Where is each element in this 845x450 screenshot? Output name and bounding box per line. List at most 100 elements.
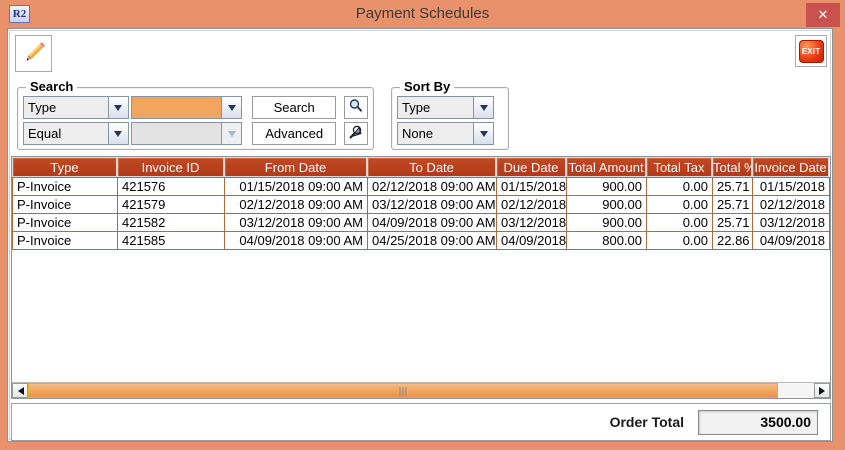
table-cell[interactable]: 03/12/2018 09:00 AM xyxy=(367,195,497,214)
gripper-icon xyxy=(399,387,407,396)
table-cell[interactable]: 900.00 xyxy=(566,213,647,232)
chevron-down-icon xyxy=(221,123,242,144)
column-header-invoice-date[interactable]: Invoice Date xyxy=(752,157,829,177)
table-header-row: Type Invoice ID From Date To Date Due Date To… xyxy=(12,157,829,177)
scroll-right-button[interactable] xyxy=(814,383,830,398)
column-header-invoice-id[interactable]: Invoice ID xyxy=(117,157,224,177)
arrow-right-icon xyxy=(818,386,829,395)
search-field-value: Type xyxy=(28,100,57,115)
search-button[interactable]: Search xyxy=(252,96,337,119)
table-cell[interactable]: 04/09/2018 xyxy=(752,231,830,250)
advanced-find-icon xyxy=(348,124,364,143)
title-bar[interactable]: R2 Payment Schedules ✕ xyxy=(0,0,845,28)
table-cell[interactable]: 0.00 xyxy=(646,213,713,232)
close-button[interactable]: ✕ xyxy=(806,3,840,27)
column-header-due-date[interactable]: Due Date xyxy=(496,157,566,177)
table-cell[interactable]: 421585 xyxy=(117,231,225,250)
sort-secondary-combo[interactable]: None xyxy=(397,122,494,145)
pencil-icon xyxy=(21,39,47,68)
scroll-left-button[interactable] xyxy=(12,383,28,398)
exit-button[interactable]: EXIT xyxy=(795,35,827,67)
table-cell[interactable]: 421582 xyxy=(117,213,225,232)
table-cell[interactable]: 04/09/2018 09:00 AM xyxy=(224,231,368,250)
edit-button[interactable] xyxy=(15,35,52,72)
table-cell[interactable]: 01/15/2018 xyxy=(496,177,567,196)
table-cell[interactable]: 800.00 xyxy=(566,231,647,250)
app-icon: R2 xyxy=(9,5,30,23)
column-header-total-[interactable]: Total % xyxy=(712,157,752,177)
table-cell[interactable]: 02/12/2018 09:00 AM xyxy=(224,195,368,214)
search-group: Search Type Search xyxy=(17,79,374,150)
payment-schedule-grid: Type Invoice ID From Date To Date Due Date To… xyxy=(11,156,831,399)
chevron-down-icon[interactable] xyxy=(473,123,493,144)
table-cell[interactable]: 01/15/2018 xyxy=(752,177,830,196)
table-cell[interactable]: 25.71 xyxy=(712,195,753,214)
table-cell[interactable]: 04/09/2018 09:00 AM xyxy=(367,213,497,232)
advanced-button[interactable]: Advanced xyxy=(252,122,337,145)
table-cell[interactable]: 04/09/2018 xyxy=(496,231,567,250)
table-cell[interactable]: P-Invoice xyxy=(12,195,118,214)
table-row[interactable]: P-Invoice 421585 04/09/2018 09:00 AM 04/25/… xyxy=(12,231,830,250)
table: P-Invoice 421576 01/15/2018 09:00 AM 02/12/… xyxy=(12,177,830,250)
table-cell[interactable]: 900.00 xyxy=(566,195,647,214)
search-value2-combo xyxy=(130,122,243,145)
search-field-combo[interactable]: Type xyxy=(23,96,129,119)
table-body: P-Invoice 421576 01/15/2018 09:00 AM 02/12/… xyxy=(12,177,830,250)
table-cell[interactable]: P-Invoice xyxy=(12,177,118,196)
search-icon-button[interactable] xyxy=(344,96,368,119)
chevron-down-icon[interactable] xyxy=(107,123,128,144)
chevron-down-icon[interactable] xyxy=(107,97,128,118)
table-cell[interactable]: 02/12/2018 xyxy=(496,195,567,214)
table-cell[interactable]: 900.00 xyxy=(566,177,647,196)
column-header-from-date[interactable]: From Date xyxy=(224,157,367,177)
table-cell[interactable]: 25.71 xyxy=(712,213,753,232)
table-cell[interactable]: 0.00 xyxy=(646,231,713,250)
table-cell[interactable]: P-Invoice xyxy=(12,231,118,250)
table-cell[interactable]: 03/12/2018 xyxy=(752,213,830,232)
horizontal-scrollbar-track[interactable] xyxy=(778,383,814,398)
horizontal-scrollbar[interactable] xyxy=(12,382,830,398)
table-cell[interactable]: 01/15/2018 09:00 AM xyxy=(224,177,368,196)
chevron-down-icon[interactable] xyxy=(473,97,493,118)
search-value-text xyxy=(132,97,222,118)
sort-by-group-label: Sort By xyxy=(400,79,455,94)
column-header-to-date[interactable]: To Date xyxy=(367,157,496,177)
column-header-type[interactable]: Type xyxy=(12,157,117,177)
exit-icon: EXIT xyxy=(798,39,824,63)
order-total-label: Order Total xyxy=(609,414,684,430)
table-cell[interactable]: 03/12/2018 xyxy=(496,213,567,232)
table-cell[interactable]: 04/25/2018 09:00 AM xyxy=(367,231,497,250)
search-value2-text xyxy=(132,123,222,144)
table-row[interactable]: P-Invoice 421579 02/12/2018 09:00 AM 03/12/… xyxy=(12,195,830,214)
close-icon: ✕ xyxy=(817,7,829,22)
table-cell[interactable]: 0.00 xyxy=(646,195,713,214)
table-cell[interactable]: 02/12/2018 xyxy=(752,195,830,214)
table-cell[interactable]: 421579 xyxy=(117,195,225,214)
table-cell[interactable]: 421576 xyxy=(117,177,225,196)
advanced-search-icon-button[interactable] xyxy=(344,122,368,145)
arrow-left-icon xyxy=(14,386,24,395)
table-row[interactable]: P-Invoice 421582 03/12/2018 09:00 AM 04/09/… xyxy=(12,213,830,232)
sort-primary-combo[interactable]: Type xyxy=(397,96,494,119)
chevron-down-icon[interactable] xyxy=(221,97,242,118)
column-header-total-amount[interactable]: Total Amount xyxy=(566,157,646,177)
search-value-combo[interactable] xyxy=(130,96,243,119)
search-operator-combo[interactable]: Equal xyxy=(23,122,129,145)
table-cell[interactable]: 25.71 xyxy=(712,177,753,196)
sort-by-group: Sort By Type None xyxy=(391,79,509,150)
table-cell[interactable]: 02/12/2018 09:00 AM xyxy=(367,177,497,196)
sort-secondary-value: None xyxy=(402,126,434,141)
table-cell[interactable]: 03/12/2018 09:00 AM xyxy=(224,213,368,232)
table-row[interactable]: P-Invoice 421576 01/15/2018 09:00 AM 02/12/… xyxy=(12,177,830,196)
column-header-total-tax[interactable]: Total Tax xyxy=(646,157,712,177)
order-total-panel: Order Total 3500.00 xyxy=(11,403,831,441)
table-cell[interactable]: 0.00 xyxy=(646,177,713,196)
table-cell[interactable]: 22.86 xyxy=(712,231,753,250)
sort-primary-value: Type xyxy=(402,100,431,115)
order-total-field: 3500.00 xyxy=(698,409,818,435)
content-panel: EXIT Search Type Search xyxy=(7,28,833,442)
search-group-label: Search xyxy=(26,79,78,94)
table-cell[interactable]: P-Invoice xyxy=(12,213,118,232)
window-title: Payment Schedules xyxy=(355,5,490,22)
horizontal-scrollbar-thumb[interactable] xyxy=(28,383,778,398)
